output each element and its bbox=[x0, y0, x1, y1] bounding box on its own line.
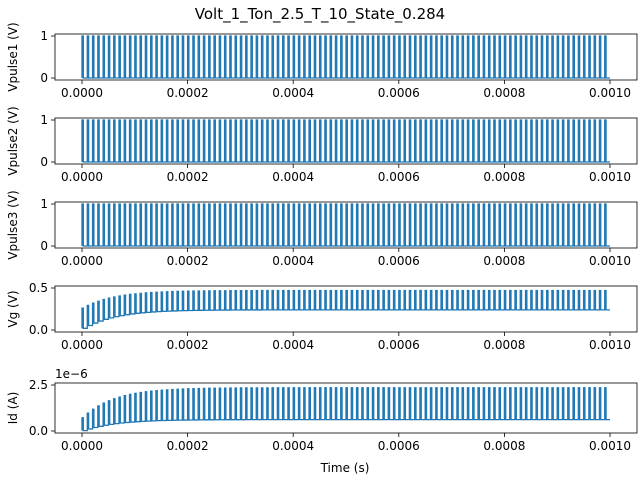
x-tick-label: 0.0006 bbox=[378, 338, 420, 352]
y-tick-label: 0.0 bbox=[29, 424, 48, 438]
y-tick-label: 0.0 bbox=[29, 323, 48, 337]
figure-title: Volt_1_Ton_2.5_T_10_State_0.284 bbox=[195, 5, 445, 24]
y-axis-label: Vpulse2 (V) bbox=[6, 106, 20, 175]
y-scale-label: 1e−6 bbox=[55, 367, 88, 381]
axes-frame bbox=[54, 382, 638, 434]
subplot-4: 0.0000 0.0002 0.0004 0.0006 0.0008 0.0010 0.0 0… bbox=[6, 281, 638, 352]
series-line bbox=[81, 35, 610, 79]
x-tick-label: 0.0002 bbox=[167, 170, 209, 184]
x-tick-label: 0.0010 bbox=[589, 170, 631, 184]
x-tick-label: 0.0010 bbox=[589, 439, 631, 453]
x-axis-label: Time (s) bbox=[320, 461, 370, 475]
series-line bbox=[81, 119, 610, 163]
x-tick-label: 0.0002 bbox=[167, 86, 209, 100]
y-tick-label: 0 bbox=[40, 71, 48, 85]
x-tick-label: 0.0004 bbox=[272, 439, 314, 453]
x-tick-label: 0.0004 bbox=[272, 338, 314, 352]
x-tick-label: 0.0010 bbox=[589, 338, 631, 352]
y-tick-label: 0 bbox=[40, 155, 48, 169]
series-line bbox=[81, 289, 610, 329]
axes-frame bbox=[54, 285, 638, 333]
y-axis-label: Vg (V) bbox=[6, 290, 20, 327]
y-tick-label: 1 bbox=[40, 113, 48, 127]
subplot-3: 0.0000 0.0002 0.0004 0.0006 0.0008 0.0010 0 1 Vp… bbox=[6, 190, 638, 268]
x-tick-label: 0.0006 bbox=[378, 439, 420, 453]
x-tick-label: 0.0002 bbox=[167, 439, 209, 453]
x-tick-label: 0.0008 bbox=[483, 170, 525, 184]
x-tick-label: 0.0000 bbox=[61, 254, 103, 268]
x-tick-label: 0.0002 bbox=[167, 338, 209, 352]
x-tick-label: 0.0000 bbox=[61, 86, 103, 100]
y-axis-label: Vpulse3 (V) bbox=[6, 190, 20, 259]
x-tick-label: 0.0004 bbox=[272, 254, 314, 268]
axes-frame bbox=[54, 33, 638, 81]
y-tick-label: 0 bbox=[40, 239, 48, 253]
x-tick-label: 0.0000 bbox=[61, 439, 103, 453]
y-axis-label: Id (A) bbox=[6, 392, 20, 425]
x-tick-label: 0.0008 bbox=[483, 439, 525, 453]
subplot-1: 0.0000 0.0002 0.0004 0.0006 0.0008 0.0010 0 1 Vp… bbox=[6, 22, 638, 100]
subplot-5: 0.0000 0.0002 0.0004 0.0006 0.0008 0.0010 0.0 2… bbox=[6, 367, 638, 453]
x-tick-label: 0.0006 bbox=[378, 170, 420, 184]
x-tick-label: 0.0006 bbox=[378, 86, 420, 100]
x-tick-label: 0.0004 bbox=[272, 170, 314, 184]
x-tick-label: 0.0004 bbox=[272, 86, 314, 100]
x-tick-label: 0.0010 bbox=[589, 86, 631, 100]
y-tick-label: 2.5 bbox=[29, 378, 48, 392]
x-tick-label: 0.0000 bbox=[61, 170, 103, 184]
y-tick-label: 1 bbox=[40, 197, 48, 211]
x-tick-label: 0.0006 bbox=[378, 254, 420, 268]
y-tick-label: 1 bbox=[40, 29, 48, 43]
y-tick-label: 0.5 bbox=[29, 281, 48, 295]
x-tick-label: 0.0010 bbox=[589, 254, 631, 268]
y-axis-label: Vpulse1 (V) bbox=[6, 22, 20, 91]
subplot-2: 0.0000 0.0002 0.0004 0.0006 0.0008 0.0010 0 1 Vp… bbox=[6, 106, 638, 184]
series-line bbox=[81, 387, 610, 432]
series-line bbox=[81, 203, 610, 247]
x-tick-label: 0.0008 bbox=[483, 254, 525, 268]
x-tick-label: 0.0002 bbox=[167, 254, 209, 268]
x-tick-label: 0.0008 bbox=[483, 86, 525, 100]
axes-frame bbox=[54, 117, 638, 165]
axes-frame bbox=[54, 201, 638, 249]
x-tick-label: 0.0008 bbox=[483, 338, 525, 352]
x-tick-label: 0.0000 bbox=[61, 338, 103, 352]
